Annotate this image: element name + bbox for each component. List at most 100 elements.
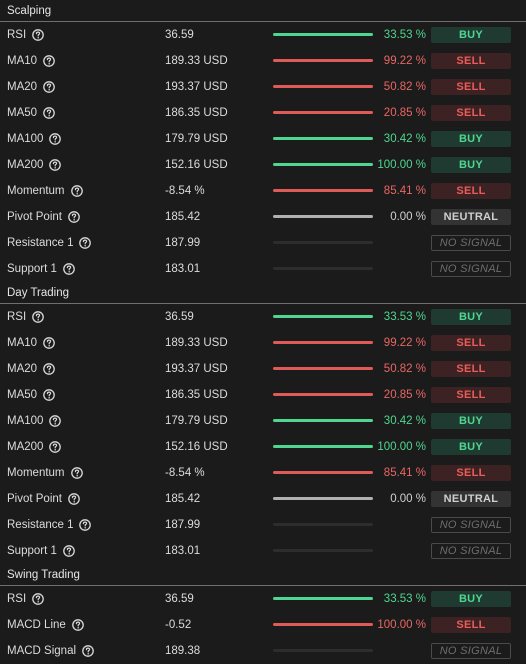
indicator-name-cell: MACD Signal	[7, 638, 94, 664]
question-circle-icon[interactable]	[43, 55, 55, 67]
indicator-row-ma50: MA50 186.35 USD 20.85 % SELL	[0, 100, 526, 126]
question-circle-icon[interactable]	[49, 159, 62, 171]
indicator-value: 186.35 USD	[165, 389, 228, 401]
signal-strength-bar	[273, 163, 373, 166]
indicator-value: 179.79 USD	[165, 415, 228, 427]
question-circle-icon[interactable]	[70, 185, 83, 197]
indicator-value: 183.01	[165, 545, 201, 557]
indicator-name-cell: MA50	[7, 100, 55, 126]
indicator-name: MA10	[7, 337, 38, 349]
signal-percent: 30.42 %	[383, 133, 426, 145]
question-circle-icon[interactable]	[32, 311, 45, 323]
signal-percent: 33.53 %	[383, 593, 426, 605]
indicator-value: 189.38	[165, 645, 201, 657]
question-circle-icon[interactable]	[32, 593, 45, 605]
signal-badge: SELL	[431, 361, 511, 377]
indicator-name: Resistance 1	[7, 237, 74, 249]
indicator-row-support-1: Support 1 183.01 NO SIGNAL	[0, 256, 526, 282]
signal-strength-bar	[273, 267, 373, 270]
indicator-value: 36.59	[165, 311, 194, 323]
indicator-value: -0.52	[165, 619, 192, 631]
indicator-name-cell: Support 1	[7, 256, 75, 282]
indicator-name: MA100	[7, 133, 44, 145]
signal-strength-bar	[273, 597, 373, 600]
signal-badge: NO SIGNAL	[431, 643, 511, 659]
indicator-row-ma100: MA100 179.79 USD 30.42 % BUY	[0, 408, 526, 434]
question-circle-icon[interactable]	[82, 645, 94, 657]
question-circle-icon[interactable]	[49, 441, 62, 453]
indicator-value: 187.99	[165, 237, 201, 249]
signal-percent: 100.00 %	[377, 441, 426, 453]
indicator-name-cell: MA200	[7, 152, 62, 178]
question-circle-icon[interactable]	[43, 81, 55, 93]
indicator-value: 36.59	[165, 593, 194, 605]
indicator-name: Pivot Point	[7, 493, 62, 505]
indicator-name-cell: MA100	[7, 408, 62, 434]
indicator-value: 36.59	[165, 29, 194, 41]
indicator-row-ma100: MA100 179.79 USD 30.42 % BUY	[0, 126, 526, 152]
question-circle-icon[interactable]	[79, 519, 92, 531]
indicator-row-momentum: Momentum -8.54 % 85.41 % SELL	[0, 178, 526, 204]
question-circle-icon[interactable]	[43, 337, 55, 349]
question-circle-icon[interactable]	[68, 493, 80, 505]
indicator-name-cell: MA50	[7, 382, 55, 408]
signal-badge: SELL	[431, 105, 511, 121]
question-circle-icon[interactable]	[43, 107, 55, 119]
signal-strength-bar	[273, 111, 373, 114]
indicator-name-cell: MA10	[7, 330, 55, 356]
signal-strength-bar	[273, 649, 373, 652]
indicator-name-cell: MA100	[7, 126, 62, 152]
signal-badge: SELL	[431, 387, 511, 403]
signal-strength-bar	[273, 445, 373, 448]
question-circle-icon[interactable]	[68, 211, 80, 223]
indicator-name: MA20	[7, 81, 38, 93]
signal-badge: BUY	[431, 27, 511, 43]
indicator-name: RSI	[7, 593, 27, 605]
indicator-value: 189.33 USD	[165, 55, 228, 67]
signal-badge: NO SIGNAL	[431, 543, 511, 559]
signal-percent: 50.82 %	[383, 363, 426, 375]
indicator-value: 187.99	[165, 519, 201, 531]
signal-percent: 33.53 %	[383, 311, 426, 323]
indicator-value: -8.54 %	[165, 467, 205, 479]
indicator-name: MA20	[7, 363, 38, 375]
signal-badge: SELL	[431, 465, 511, 481]
indicator-row-ma10: MA10 189.33 USD 99.22 % SELL	[0, 48, 526, 74]
question-circle-icon[interactable]	[63, 545, 75, 557]
signal-badge: SELL	[431, 53, 511, 69]
indicator-value: 193.37 USD	[165, 81, 228, 93]
indicator-row-ma20: MA20 193.37 USD 50.82 % SELL	[0, 74, 526, 100]
indicator-name: MA50	[7, 389, 38, 401]
signal-strength-bar	[273, 85, 373, 88]
indicator-name: Momentum	[7, 185, 65, 197]
question-circle-icon[interactable]	[49, 133, 62, 145]
signal-percent: 20.85 %	[383, 389, 426, 401]
question-circle-icon[interactable]	[70, 467, 83, 479]
question-circle-icon[interactable]	[49, 415, 62, 427]
question-circle-icon[interactable]	[32, 29, 45, 41]
question-circle-icon[interactable]	[43, 389, 55, 401]
section-title: Scalping	[0, 0, 526, 22]
indicator-row-ma200: MA200 152.16 USD 100.00 % BUY	[0, 434, 526, 460]
indicator-name: Momentum	[7, 467, 65, 479]
indicator-value: -8.54 %	[165, 185, 205, 197]
indicator-name: MACD Signal	[7, 645, 77, 657]
section-title: Day Trading	[0, 282, 526, 304]
indicator-row-pivot-point: Pivot Point 185.42 0.00 % NEUTRAL	[0, 486, 526, 512]
indicator-name-cell: Pivot Point	[7, 486, 80, 512]
question-circle-icon[interactable]	[71, 619, 84, 631]
signal-badge: SELL	[431, 335, 511, 351]
indicator-row-rsi: RSI 36.59 33.53 % BUY	[0, 22, 526, 48]
signal-strength-bar	[273, 523, 373, 526]
question-circle-icon[interactable]	[43, 363, 55, 375]
indicator-name: Support 1	[7, 263, 57, 275]
section-day-trading: Day Trading RSI 36.59 33.53 % BUY MA10 189.33 …	[0, 282, 526, 564]
signal-badge: BUY	[431, 131, 511, 147]
question-circle-icon[interactable]	[79, 237, 92, 249]
indicator-name-cell: RSI	[7, 22, 45, 48]
signal-percent: 99.22 %	[383, 337, 426, 349]
indicator-row-ma200: MA200 152.16 USD 100.00 % BUY	[0, 152, 526, 178]
indicator-name-cell: MA20	[7, 74, 55, 100]
signal-percent: 0.00 %	[390, 211, 426, 223]
question-circle-icon[interactable]	[63, 263, 75, 275]
